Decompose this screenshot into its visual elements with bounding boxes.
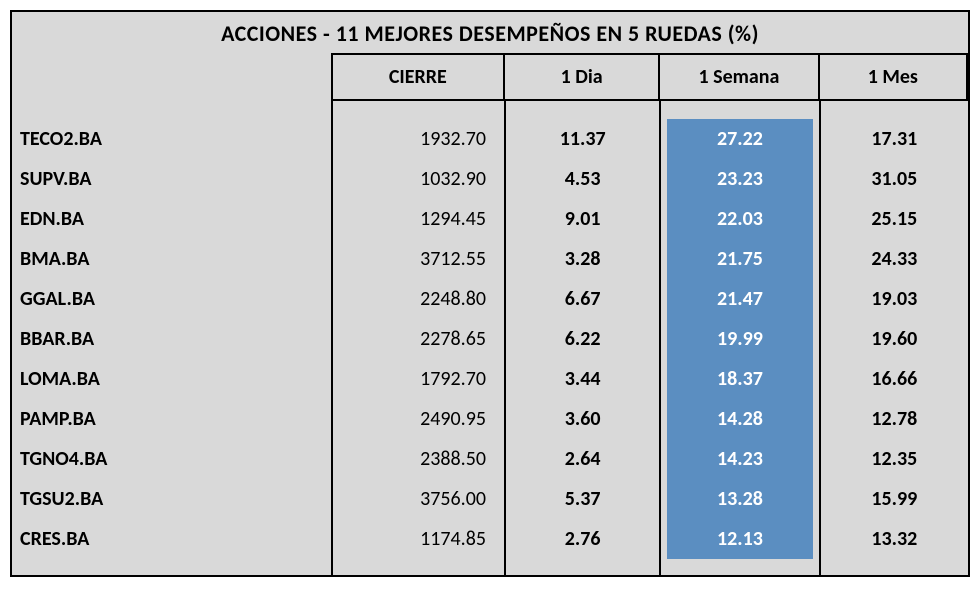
cell-1semana: 21.75 (659, 239, 818, 279)
spacer-row (12, 101, 968, 119)
cell-cierre: 1792.70 (331, 359, 504, 399)
cell-ticker: GGAL.BA (12, 279, 331, 319)
cell-1dia: 2.76 (504, 519, 659, 559)
cell-cierre: 1932.70 (331, 119, 504, 159)
table-row: GGAL.BA2248.806.6721.4719.03 (12, 279, 968, 319)
cell-1mes: 12.35 (819, 439, 968, 479)
header-cierre: CIERRE (331, 53, 504, 101)
table-row: TGNO4.BA2388.502.6414.2312.35 (12, 439, 968, 479)
cell-ticker: SUPV.BA (12, 159, 331, 199)
cell-1dia: 9.01 (504, 199, 659, 239)
cell-1mes: 19.03 (819, 279, 968, 319)
table-header-row: CIERRE 1 Dia 1 Semana 1 Mes (12, 53, 968, 101)
cell-cierre: 3756.00 (331, 479, 504, 519)
cell-1semana: 21.47 (659, 279, 818, 319)
header-1semana: 1 Semana (659, 53, 818, 101)
cell-1semana: 19.99 (659, 319, 818, 359)
cell-ticker: BBAR.BA (12, 319, 331, 359)
cell-1mes: 15.99 (819, 479, 968, 519)
cell-1dia: 3.60 (504, 399, 659, 439)
cell-cierre: 2490.95 (331, 399, 504, 439)
cell-ticker: CRES.BA (12, 519, 331, 559)
table-row: BBAR.BA2278.656.2219.9919.60 (12, 319, 968, 359)
cell-cierre: 1032.90 (331, 159, 504, 199)
cell-1dia: 11.37 (504, 119, 659, 159)
cell-1dia: 4.53 (504, 159, 659, 199)
cell-1mes: 24.33 (819, 239, 968, 279)
cell-1semana: 22.03 (659, 199, 818, 239)
cell-1mes: 16.66 (819, 359, 968, 399)
header-ticker (12, 53, 331, 101)
cell-cierre: 3712.55 (331, 239, 504, 279)
bottom-pad (12, 559, 968, 575)
cell-ticker: TGNO4.BA (12, 439, 331, 479)
table-row: TGSU2.BA3756.005.3713.2815.99 (12, 479, 968, 519)
header-1dia: 1 Dia (504, 53, 659, 101)
cell-1mes: 17.31 (819, 119, 968, 159)
cell-ticker: PAMP.BA (12, 399, 331, 439)
cell-1semana: 14.23 (659, 439, 818, 479)
table-row: SUPV.BA1032.904.5323.2331.05 (12, 159, 968, 199)
cell-1semana: 23.23 (659, 159, 818, 199)
table-row: TECO2.BA1932.7011.3727.2217.31 (12, 119, 968, 159)
table-row: CRES.BA1174.852.7612.1313.32 (12, 519, 968, 559)
cell-ticker: BMA.BA (12, 239, 331, 279)
table-title: ACCIONES - 11 MEJORES DESEMPEÑOS EN 5 RU… (12, 12, 968, 53)
cell-1mes: 12.78 (819, 399, 968, 439)
cell-1semana: 14.28 (659, 399, 818, 439)
table-row: LOMA.BA1792.703.4418.3716.66 (12, 359, 968, 399)
table-body: TECO2.BA1932.7011.3727.2217.31SUPV.BA103… (12, 119, 968, 559)
cell-1semana: 12.13 (659, 519, 818, 559)
cell-cierre: 2248.80 (331, 279, 504, 319)
cell-1dia: 6.22 (504, 319, 659, 359)
cell-1semana: 13.28 (659, 479, 818, 519)
cell-ticker: TGSU2.BA (12, 479, 331, 519)
cell-1mes: 31.05 (819, 159, 968, 199)
cell-1dia: 5.37 (504, 479, 659, 519)
cell-ticker: TECO2.BA (12, 119, 331, 159)
cell-ticker: EDN.BA (12, 199, 331, 239)
stock-performance-table: ACCIONES - 11 MEJORES DESEMPEÑOS EN 5 RU… (10, 10, 970, 577)
cell-cierre: 1174.85 (331, 519, 504, 559)
cell-ticker: LOMA.BA (12, 359, 331, 399)
cell-1semana: 27.22 (659, 119, 818, 159)
cell-cierre: 2278.65 (331, 319, 504, 359)
header-1mes: 1 Mes (819, 53, 968, 101)
cell-1dia: 2.64 (504, 439, 659, 479)
cell-1mes: 25.15 (819, 199, 968, 239)
cell-1dia: 6.67 (504, 279, 659, 319)
cell-1dia: 3.44 (504, 359, 659, 399)
table-row: EDN.BA1294.459.0122.0325.15 (12, 199, 968, 239)
table-row: BMA.BA3712.553.2821.7524.33 (12, 239, 968, 279)
cell-cierre: 1294.45 (331, 199, 504, 239)
table-row: PAMP.BA2490.953.6014.2812.78 (12, 399, 968, 439)
cell-1mes: 19.60 (819, 319, 968, 359)
cell-1dia: 3.28 (504, 239, 659, 279)
cell-1mes: 13.32 (819, 519, 968, 559)
cell-cierre: 2388.50 (331, 439, 504, 479)
cell-1semana: 18.37 (659, 359, 818, 399)
